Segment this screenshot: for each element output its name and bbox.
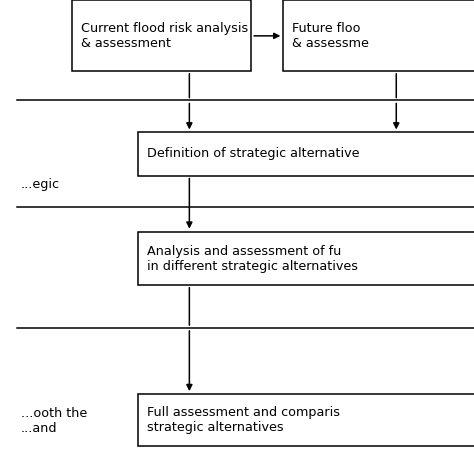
Text: Future floo
& assessme: Future floo & assessme	[292, 22, 369, 50]
FancyBboxPatch shape	[72, 0, 251, 71]
FancyBboxPatch shape	[138, 132, 474, 175]
FancyBboxPatch shape	[283, 0, 474, 71]
Text: ...egic: ...egic	[21, 178, 60, 191]
FancyBboxPatch shape	[138, 394, 474, 447]
Text: Current flood risk analysis
& assessment: Current flood risk analysis & assessment	[81, 22, 248, 50]
FancyBboxPatch shape	[138, 232, 474, 285]
Text: Analysis and assessment of fu
in different strategic alternatives: Analysis and assessment of fu in differe…	[146, 245, 358, 273]
Text: ...ooth the
...and: ...ooth the ...and	[21, 407, 87, 435]
Text: Full assessment and comparis
strategic alternatives: Full assessment and comparis strategic a…	[146, 406, 340, 434]
Text: Definition of strategic alternative: Definition of strategic alternative	[146, 147, 359, 161]
